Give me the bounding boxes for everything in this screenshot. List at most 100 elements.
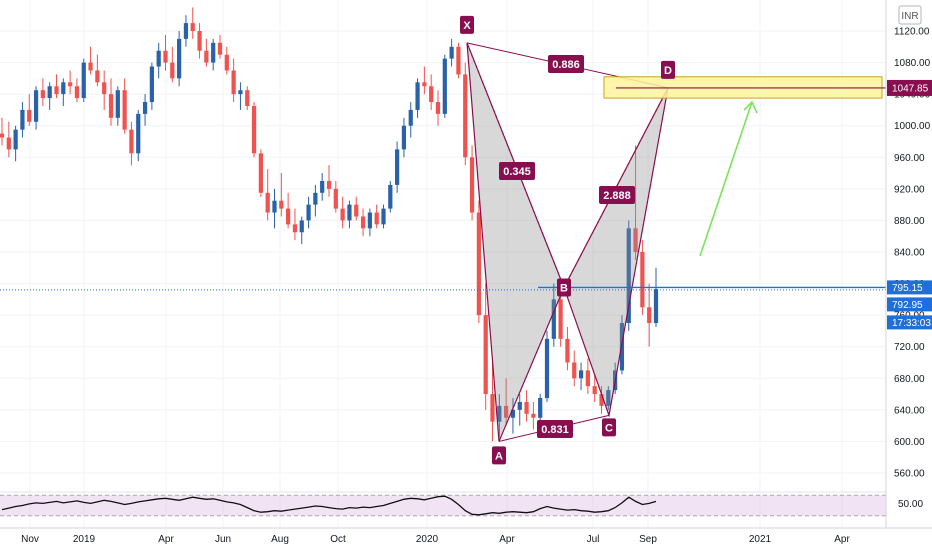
candle — [592, 374, 597, 402]
candle-body — [95, 70, 100, 83]
candle — [0, 117, 5, 146]
point-label-text: D — [664, 65, 672, 77]
ratio-label-text: 2.888 — [603, 190, 631, 202]
candle — [510, 398, 516, 434]
candle — [524, 390, 529, 422]
candle-body — [333, 188, 338, 209]
candle — [279, 173, 284, 217]
candle-body — [88, 62, 93, 71]
time-tick-label: Nov — [21, 534, 39, 545]
candle — [238, 82, 243, 110]
candle — [333, 180, 338, 213]
candle-body — [442, 58, 447, 114]
candle — [442, 54, 447, 118]
candle-body — [476, 212, 481, 316]
price-tick-label: 720.00 — [894, 342, 925, 353]
candle — [565, 326, 570, 371]
candle-body — [142, 102, 148, 114]
time-tick-label: 2020 — [416, 534, 439, 545]
candle — [217, 34, 223, 59]
candle-body — [360, 216, 366, 229]
ratio-label-bg — [599, 186, 635, 204]
rsi-indicator-pane[interactable] — [0, 491, 886, 517]
ratio-label-xb: 0.345 — [499, 162, 535, 180]
point-label-bg — [460, 15, 474, 34]
candle-body — [156, 50, 161, 67]
candle — [306, 196, 311, 229]
candle — [95, 54, 100, 87]
ratio-label-bg — [499, 162, 535, 180]
pattern-triangle-xab — [466, 42, 565, 442]
candle-body — [74, 86, 80, 99]
time-axis[interactable]: Nov 2019 Apr Jun Aug Oct 2020 Apr Jul Sep 2021 Apr — [0, 527, 932, 545]
price-tick-label: 840.00 — [894, 248, 925, 259]
candle — [265, 169, 270, 221]
point-label-bg — [661, 60, 675, 79]
candle-body — [469, 157, 475, 213]
candle-body — [483, 315, 488, 395]
candle — [251, 102, 257, 158]
candle-body — [81, 62, 86, 99]
time-tick-label: Jul — [587, 534, 600, 545]
target-price-label: 1047.85 — [892, 83, 929, 94]
candle-body — [47, 86, 52, 99]
candle-body — [306, 204, 311, 221]
candle-body — [551, 299, 556, 339]
candle-body — [449, 46, 454, 59]
candle — [108, 78, 114, 126]
pattern-ratio-labels: 0.886 0.345 0.831 2.888 — [499, 55, 635, 438]
time-axis-ticks: Nov 2019 Apr Jun Aug Oct 2020 Apr Jul Sep 2021 Apr — [21, 534, 850, 545]
pattern-point-d: D — [661, 60, 675, 79]
candle-body — [592, 386, 597, 395]
candle-body — [490, 394, 495, 422]
candle-body — [429, 86, 434, 103]
candle — [340, 196, 345, 229]
price-tick-label: 680.00 — [894, 374, 925, 385]
candle — [40, 78, 45, 106]
point-label-text: C — [605, 422, 613, 434]
price-tick-label: 960.00 — [894, 153, 925, 164]
candle-body — [653, 289, 659, 324]
pattern-point-c: C — [602, 418, 616, 437]
ratio-label-text: 0.831 — [541, 424, 569, 436]
target-price-tag — [887, 79, 932, 96]
price-tick-label: 600.00 — [894, 437, 925, 448]
candle — [626, 220, 631, 331]
candle-body — [347, 204, 352, 221]
price-tick-label: 1120.00 — [894, 27, 930, 38]
line-price-label: 795.15 — [892, 283, 923, 294]
price-axis[interactable]: INR 1120.001080.001040.001000.00960.0092… — [885, 0, 932, 528]
candle-body — [558, 299, 563, 339]
harmonic-pattern[interactable] — [466, 42, 669, 442]
candle — [354, 196, 359, 221]
candle — [633, 145, 638, 260]
candle — [136, 109, 141, 162]
candle-body — [599, 394, 604, 406]
pattern-line-xb — [466, 42, 565, 288]
candle — [367, 208, 372, 237]
point-label-bg — [602, 418, 616, 437]
candle — [211, 38, 216, 71]
drawing-overlays[interactable] — [0, 76, 886, 291]
projection-arrow[interactable] — [699, 101, 753, 257]
candle — [313, 184, 318, 217]
candle-body — [408, 109, 413, 126]
candle — [504, 378, 509, 426]
candle-body — [61, 82, 66, 95]
candle — [320, 173, 325, 201]
candle-body — [374, 212, 379, 225]
candle — [435, 90, 441, 126]
currency-badge[interactable] — [898, 5, 922, 25]
time-tick-label: Jun — [215, 534, 231, 545]
candle — [585, 358, 590, 395]
candle-body — [20, 109, 25, 130]
candle — [115, 86, 120, 126]
candle-body — [531, 413, 536, 418]
candle-body — [54, 86, 59, 95]
candle — [360, 208, 366, 237]
candle-body — [149, 66, 154, 103]
candle — [538, 394, 543, 422]
projection-arrow-head — [743, 100, 758, 114]
pattern-line-bd — [563, 87, 669, 288]
